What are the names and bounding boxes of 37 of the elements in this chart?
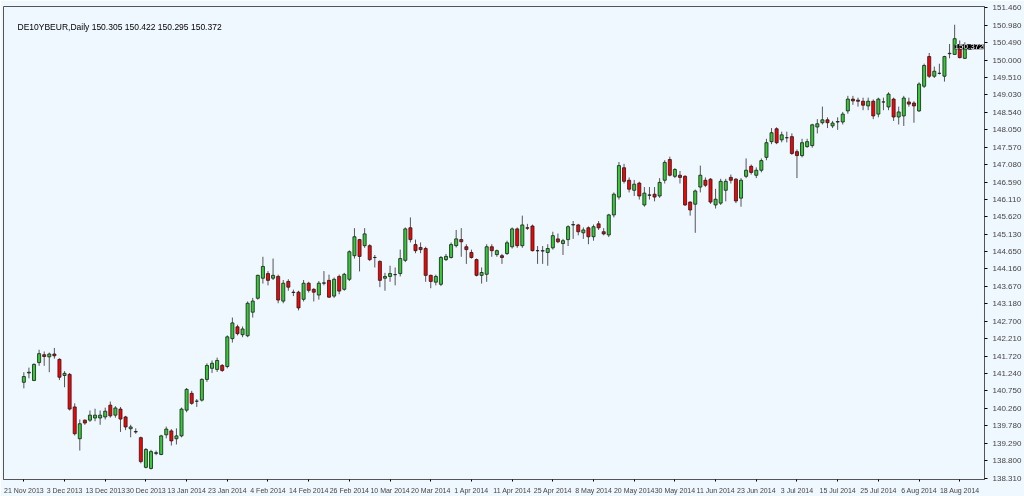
y-tick-label: 149.030 [992, 90, 1022, 100]
candlestick [744, 157, 749, 179]
y-tick-label: 140.260 [992, 403, 1022, 413]
y-tick-label: 142.210 [992, 334, 1022, 344]
y-tick-label: 147.080 [992, 160, 1022, 170]
y-tick-label: 145.130 [992, 229, 1022, 239]
y-tick-label: 141.720 [992, 351, 1022, 361]
y-tick-label: 148.050 [992, 125, 1022, 135]
y-tick-label: 138.310 [992, 473, 1022, 483]
y-tick-label: 150.980 [992, 20, 1022, 30]
annotation: 150.372 [954, 42, 985, 52]
y-tick-label: 145.620 [992, 212, 1022, 222]
y-tick-label: 140.750 [992, 386, 1022, 396]
y-tick-label: 148.540 [992, 107, 1022, 117]
y-tick-label: 146.110 [992, 194, 1022, 204]
text: DE10YBEUR,Daily 150.305 150.422 150.295 150.372 [17, 21, 222, 32]
y-tick-label: 139.780 [992, 421, 1022, 431]
candlestick [464, 243, 469, 265]
y-tick-label: 150.000 [992, 55, 1022, 65]
y-tick-label: 144.160 [992, 264, 1022, 274]
y-tick-label: 144.650 [992, 246, 1022, 256]
y-tick-label: 149.510 [992, 73, 1022, 83]
candlestick [764, 138, 769, 161]
y-tick-label: 142.700 [992, 316, 1022, 326]
y-tick-label: 138.800 [992, 456, 1022, 466]
y-tick-label: 141.240 [992, 368, 1022, 378]
y-tick-label: 143.670 [992, 281, 1022, 291]
y-tick-label: 147.570 [992, 142, 1022, 152]
candlestick [942, 55, 947, 83]
candlestick [500, 253, 504, 265]
y-tick-label: 150.490 [992, 38, 1022, 48]
y-tick-label: 151.460 [992, 3, 1022, 13]
y-tick-label: 146.590 [992, 177, 1022, 187]
y-tick-label: 139.290 [992, 438, 1022, 448]
candlestick [545, 243, 550, 267]
candlestick [566, 224, 571, 247]
y-tick-label: 143.180 [992, 299, 1022, 309]
